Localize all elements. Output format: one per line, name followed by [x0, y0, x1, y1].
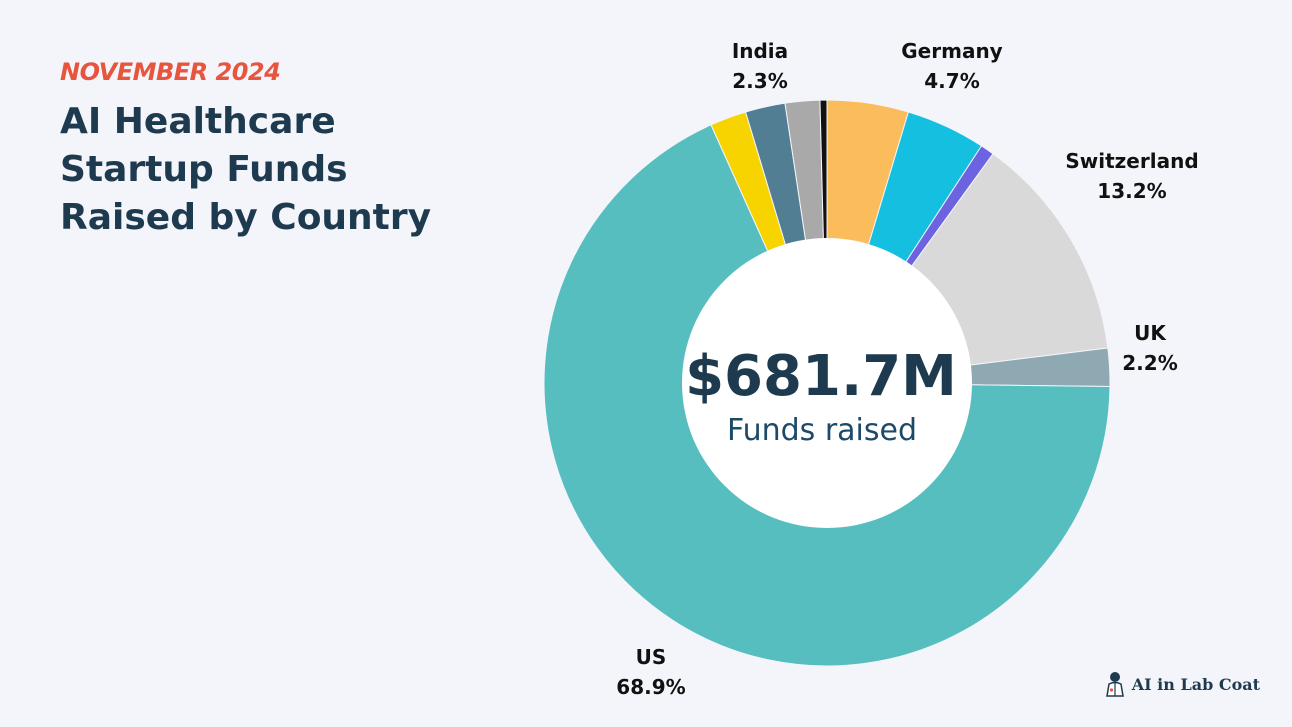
label-germany-percent: 4.7%: [924, 69, 979, 93]
label-india-name: India: [732, 39, 788, 63]
label-switzerland-percent: 13.2%: [1097, 179, 1166, 203]
slice-labels: Germany 4.7% Switzerland 13.2% UK 2.2% US 68.9%…: [616, 39, 1198, 699]
label-us-name: US: [636, 645, 667, 669]
report-date: NOVEMBER 2024: [60, 58, 281, 86]
label-switzerland-name: Switzerland: [1065, 149, 1198, 173]
label-india-percent: 2.3%: [732, 69, 787, 93]
chart-title-line-3: Raised by Country: [60, 197, 432, 238]
chart-title: AI Healthcare Startup Funds Raised by Co…: [60, 98, 480, 242]
chart-title-line-1: AI Healthcare: [60, 101, 336, 142]
donut-hole: [682, 238, 972, 528]
label-uk-name: UK: [1134, 321, 1167, 345]
label-uk-percent: 2.2%: [1122, 351, 1177, 375]
chart-title-line-2: Startup Funds: [60, 149, 348, 190]
total-funds-value: $681.7M: [685, 344, 957, 409]
lab-coat-icon: [1105, 672, 1124, 697]
total-funds-caption: Funds raised: [727, 413, 917, 448]
label-us-percent: 68.9%: [616, 675, 685, 699]
brand-name: AI in Lab Coat: [1131, 674, 1260, 694]
label-germany-name: Germany: [901, 39, 1002, 63]
brand-logo: AI in Lab Coat: [1104, 671, 1260, 697]
